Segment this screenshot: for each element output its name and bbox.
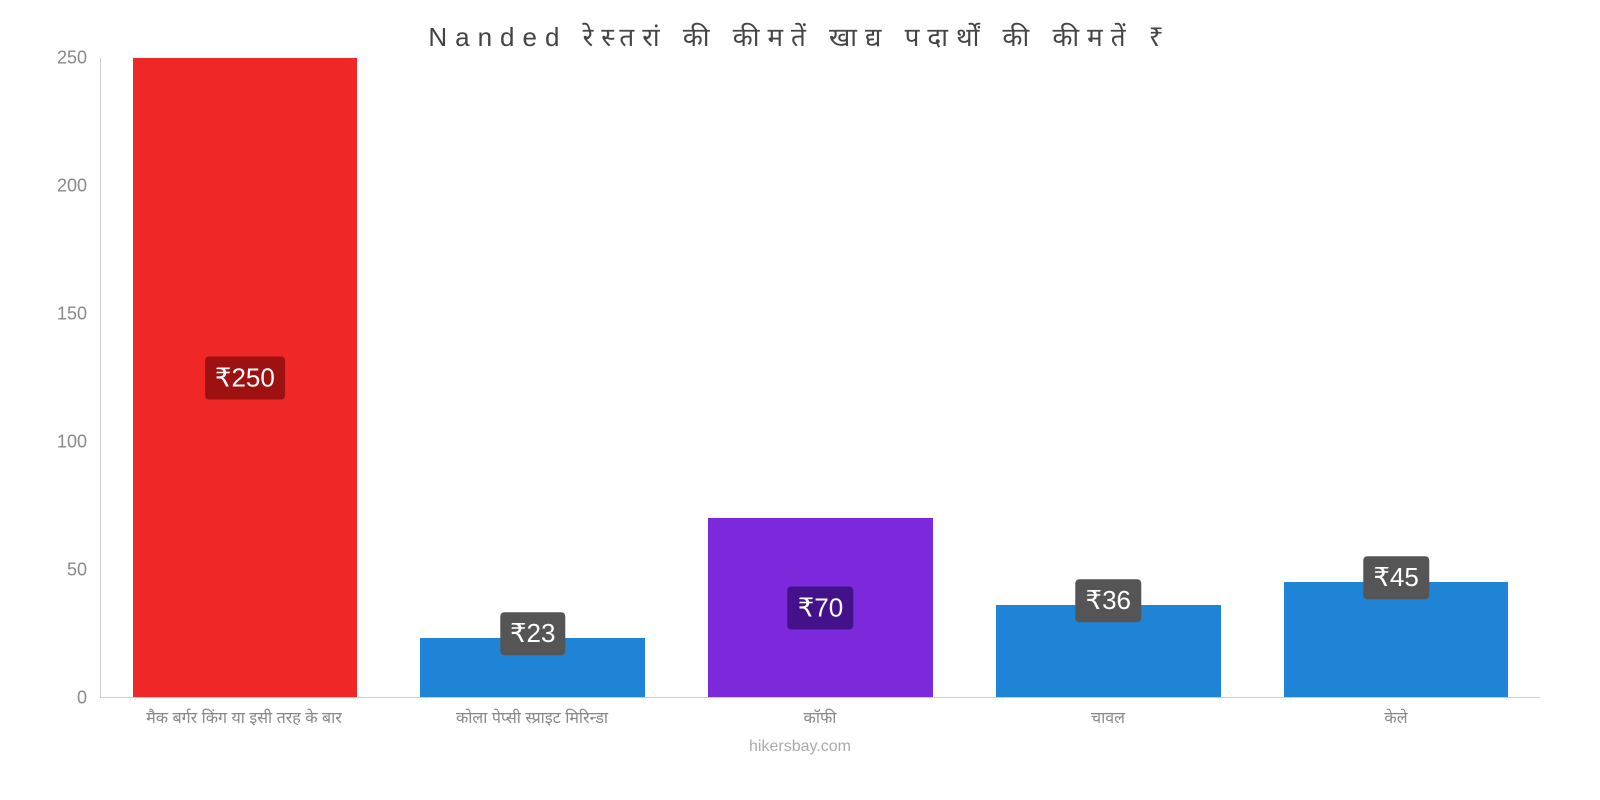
bar: ₹23 <box>420 638 644 697</box>
x-axis: मैक बर्गर किंग या इसी तरह के बारकोला पेप… <box>100 698 1540 728</box>
value-label: ₹36 <box>1076 579 1141 622</box>
bar-slot: ₹70 <box>677 58 965 697</box>
y-tick: 150 <box>57 304 87 325</box>
price-bar-chart: Nanded रेस्तरां की कीमतें खाद्य पदार्थों… <box>40 10 1560 790</box>
bar: ₹250 <box>133 58 357 697</box>
plot: ₹250 ₹23 ₹70 ₹36 ₹45 <box>100 58 1540 698</box>
x-label: चावल <box>964 698 1252 728</box>
bar: ₹36 <box>996 605 1220 697</box>
value-label: ₹45 <box>1363 556 1428 599</box>
chart-title: Nanded रेस्तरां की कीमतें खाद्य पदार्थों… <box>40 10 1560 58</box>
bar-slot: ₹45 <box>1252 58 1540 697</box>
x-label: कॉफी <box>676 698 964 728</box>
x-label: कोला पेप्सी स्प्राइट मिरिन्डा <box>388 698 676 728</box>
y-tick: 0 <box>77 688 87 709</box>
y-tick: 50 <box>67 560 87 581</box>
y-tick: 100 <box>57 432 87 453</box>
y-tick: 200 <box>57 176 87 197</box>
plot-area: 050100150200250 ₹250₹23₹70₹36₹45 <box>100 58 1540 698</box>
credit-text: hikersbay.com <box>40 738 1560 756</box>
value-label: ₹250 <box>205 356 285 399</box>
bar-slot: ₹36 <box>964 58 1252 697</box>
x-label: मैक बर्गर किंग या इसी तरह के बार <box>100 698 388 728</box>
y-axis: 050100150200250 <box>40 58 95 698</box>
y-tick: 250 <box>57 48 87 69</box>
bar-slot: ₹23 <box>389 58 677 697</box>
value-label: ₹23 <box>500 612 565 655</box>
bar: ₹70 <box>708 518 932 697</box>
bar: ₹45 <box>1284 582 1508 697</box>
value-label: ₹70 <box>788 586 853 629</box>
x-label: केले <box>1252 698 1540 728</box>
bar-slot: ₹250 <box>101 58 389 697</box>
